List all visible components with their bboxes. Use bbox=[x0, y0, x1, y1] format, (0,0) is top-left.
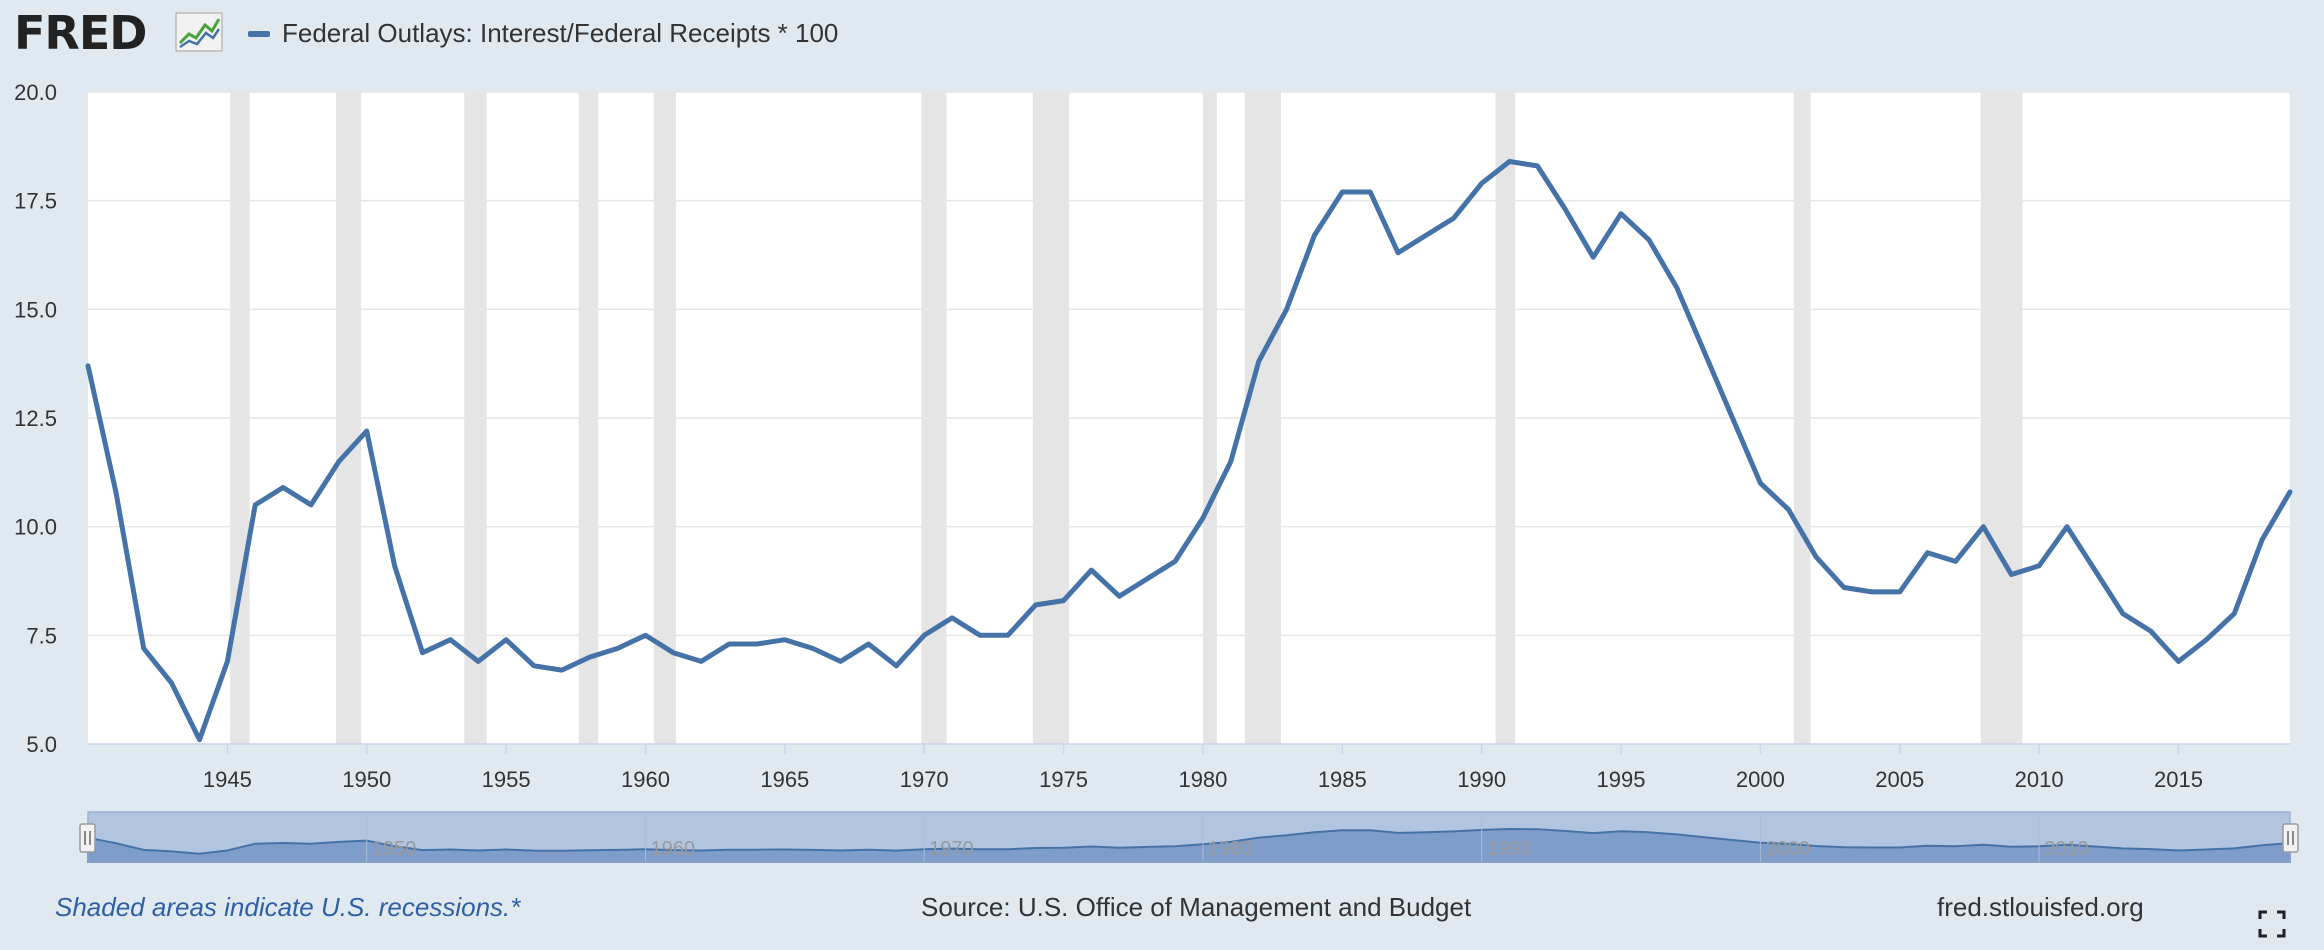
x-tick-label: 1950 bbox=[342, 767, 391, 792]
navigator-label: 1970 bbox=[929, 838, 974, 860]
legend-label: Federal Outlays: Interest/Federal Receip… bbox=[282, 18, 839, 48]
navigator-label: 1950 bbox=[372, 838, 417, 860]
y-tick-label: 15.0 bbox=[14, 297, 57, 322]
navigator-label: 1990 bbox=[1487, 838, 1532, 860]
x-tick-label: 1945 bbox=[203, 767, 252, 792]
legend-swatch bbox=[248, 31, 270, 37]
source-text: Source: U.S. Office of Management and Bu… bbox=[921, 892, 1472, 922]
series-line[interactable] bbox=[85, 159, 2293, 743]
navigator-labels: 1950 1960 1970 1980 1990 2000 2010 bbox=[366, 812, 2089, 862]
x-tick-label: 1990 bbox=[1457, 767, 1506, 792]
y-tick-label: 7.5 bbox=[26, 623, 57, 648]
recession-note[interactable]: Shaded areas indicate U.S. recessions.* bbox=[55, 892, 521, 922]
x-tick-label: 1965 bbox=[760, 767, 809, 792]
x-tick-label: 2000 bbox=[1736, 767, 1785, 792]
y-tick-label: 20.0 bbox=[14, 80, 57, 105]
site-link[interactable]: fred.stlouisfed.org bbox=[1937, 892, 2144, 922]
y-tick-label: 12.5 bbox=[14, 406, 57, 431]
y-tick-label: 5.0 bbox=[26, 732, 57, 757]
x-axis-labels: 1945 1950 1955 1960 1965 1970 1975 1980 1985 1990… bbox=[203, 744, 2203, 792]
x-tick-label: 2005 bbox=[1875, 767, 1924, 792]
navigator[interactable]: 1950 1960 1970 1980 1990 2000 2010 bbox=[79, 811, 2299, 863]
y-tick-label: 17.5 bbox=[14, 189, 57, 214]
x-tick-label: 1980 bbox=[1178, 767, 1227, 792]
x-tick-label: 1970 bbox=[900, 767, 949, 792]
fullscreen-icon[interactable] bbox=[2258, 910, 2286, 938]
x-tick-label: 1995 bbox=[1597, 767, 1646, 792]
y-axis-labels: 5.0 7.5 10.0 12.5 15.0 17.5 20.0 bbox=[14, 80, 57, 757]
line-chart-icon bbox=[175, 12, 223, 52]
x-tick-label: 1975 bbox=[1039, 767, 1088, 792]
x-tick-label: 2015 bbox=[2154, 767, 2203, 792]
x-tick-label: 2010 bbox=[2015, 767, 2064, 792]
navigator-handle-left[interactable] bbox=[79, 823, 96, 853]
x-tick-label: 1955 bbox=[482, 767, 531, 792]
navigator-label: 1960 bbox=[650, 838, 695, 860]
navigator-handle-right[interactable] bbox=[2282, 823, 2299, 853]
navigator-label: 1980 bbox=[1208, 838, 1253, 860]
navigator-label: 2010 bbox=[2044, 838, 2088, 860]
chart-header: FRED Federal Outlays: Interest/Federal R… bbox=[0, 0, 2324, 70]
x-tick-label: 1960 bbox=[621, 767, 670, 792]
fred-logo[interactable]: FRED bbox=[14, 6, 147, 60]
x-tick-label: 1985 bbox=[1318, 767, 1367, 792]
y-tick-label: 10.0 bbox=[14, 515, 57, 540]
navigator-label: 2000 bbox=[1765, 838, 1810, 860]
grid-lines bbox=[88, 91, 2290, 637]
